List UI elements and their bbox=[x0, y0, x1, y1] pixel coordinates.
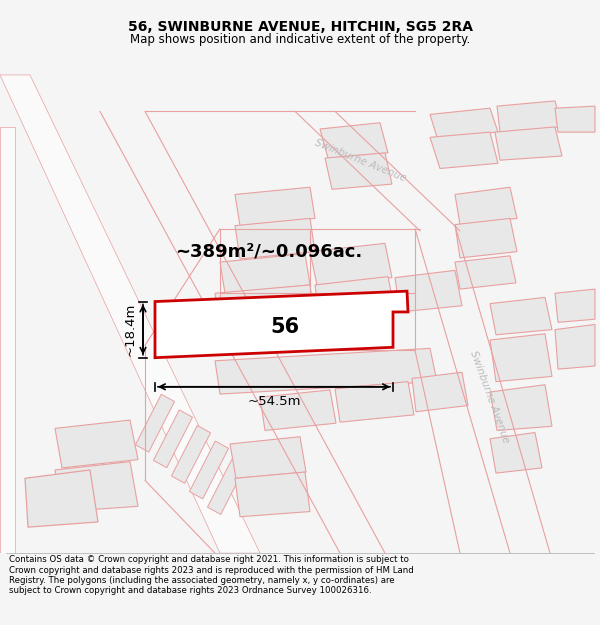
Polygon shape bbox=[430, 132, 498, 169]
Polygon shape bbox=[555, 106, 595, 132]
Text: Swinburne Avenue: Swinburne Avenue bbox=[469, 349, 511, 445]
Polygon shape bbox=[235, 218, 315, 259]
Polygon shape bbox=[172, 426, 211, 483]
Text: ~18.4m: ~18.4m bbox=[124, 303, 137, 356]
Polygon shape bbox=[155, 291, 408, 357]
Polygon shape bbox=[55, 462, 138, 511]
Polygon shape bbox=[230, 437, 306, 478]
Polygon shape bbox=[430, 108, 498, 138]
Polygon shape bbox=[335, 382, 414, 422]
Polygon shape bbox=[490, 298, 552, 335]
Polygon shape bbox=[310, 243, 392, 285]
Polygon shape bbox=[235, 188, 315, 226]
Polygon shape bbox=[190, 441, 229, 499]
Polygon shape bbox=[0, 127, 15, 553]
Polygon shape bbox=[495, 127, 562, 160]
Polygon shape bbox=[555, 289, 595, 322]
Polygon shape bbox=[455, 218, 517, 258]
Polygon shape bbox=[455, 256, 516, 289]
Text: Swinburne Avenue: Swinburne Avenue bbox=[313, 138, 407, 183]
Polygon shape bbox=[490, 432, 542, 473]
Polygon shape bbox=[395, 271, 462, 312]
Polygon shape bbox=[497, 101, 562, 132]
Polygon shape bbox=[154, 410, 193, 468]
Polygon shape bbox=[136, 394, 175, 452]
Text: Map shows position and indicative extent of the property.: Map shows position and indicative extent… bbox=[130, 33, 470, 46]
Polygon shape bbox=[220, 254, 310, 293]
Polygon shape bbox=[320, 122, 388, 158]
Polygon shape bbox=[55, 420, 138, 468]
Text: ~389m²/~0.096ac.: ~389m²/~0.096ac. bbox=[175, 242, 362, 261]
Text: Contains OS data © Crown copyright and database right 2021. This information is : Contains OS data © Crown copyright and d… bbox=[9, 555, 414, 596]
Polygon shape bbox=[25, 470, 98, 527]
Polygon shape bbox=[215, 285, 315, 331]
Polygon shape bbox=[235, 472, 310, 517]
Polygon shape bbox=[490, 334, 552, 382]
Polygon shape bbox=[0, 75, 260, 553]
Text: 56, SWINBURNE AVENUE, HITCHIN, SG5 2RA: 56, SWINBURNE AVENUE, HITCHIN, SG5 2RA bbox=[128, 20, 473, 34]
Polygon shape bbox=[455, 188, 517, 224]
Polygon shape bbox=[412, 372, 468, 412]
Polygon shape bbox=[315, 277, 395, 319]
Polygon shape bbox=[215, 348, 437, 394]
Polygon shape bbox=[208, 457, 247, 514]
Polygon shape bbox=[325, 153, 392, 189]
Text: ~54.5m: ~54.5m bbox=[247, 395, 301, 408]
Polygon shape bbox=[490, 385, 552, 431]
Polygon shape bbox=[260, 390, 336, 431]
Text: 56: 56 bbox=[271, 316, 299, 336]
Polygon shape bbox=[555, 324, 595, 369]
